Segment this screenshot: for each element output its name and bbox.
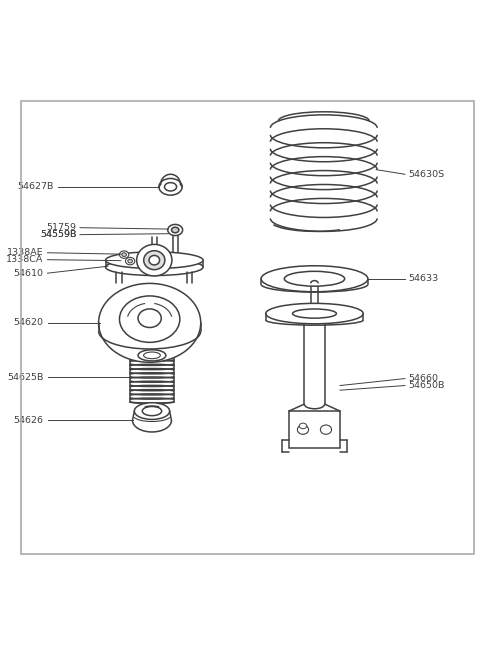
Text: 54633: 54633 [409, 274, 439, 283]
Ellipse shape [299, 423, 307, 429]
Text: 54627B: 54627B [18, 182, 54, 191]
Text: 54650B: 54650B [409, 381, 445, 390]
Text: 54625B: 54625B [7, 373, 44, 382]
Text: 1338AE: 1338AE [7, 248, 44, 257]
Ellipse shape [261, 266, 368, 291]
Ellipse shape [106, 252, 203, 269]
Ellipse shape [137, 244, 172, 276]
Ellipse shape [168, 225, 182, 236]
Ellipse shape [171, 227, 179, 233]
Ellipse shape [144, 251, 165, 270]
Ellipse shape [298, 425, 309, 434]
Ellipse shape [159, 178, 182, 195]
Ellipse shape [106, 259, 203, 276]
Ellipse shape [120, 296, 180, 343]
Ellipse shape [128, 259, 132, 263]
Text: 51759: 51759 [46, 223, 76, 232]
Ellipse shape [144, 352, 160, 359]
Ellipse shape [266, 303, 363, 324]
Ellipse shape [98, 284, 201, 362]
Ellipse shape [165, 183, 177, 191]
Ellipse shape [292, 309, 336, 318]
Ellipse shape [138, 350, 166, 361]
Bar [289, 411, 340, 448]
Text: 54559B: 54559B [40, 230, 76, 239]
Ellipse shape [134, 403, 169, 419]
Ellipse shape [125, 257, 135, 265]
Ellipse shape [284, 271, 345, 286]
Text: 54626: 54626 [14, 416, 44, 425]
Ellipse shape [120, 251, 129, 258]
Ellipse shape [142, 407, 162, 416]
Text: 54630S: 54630S [409, 170, 445, 179]
Ellipse shape [149, 255, 159, 265]
Text: 54620: 54620 [14, 318, 44, 328]
Ellipse shape [122, 253, 126, 257]
Text: 54660: 54660 [409, 374, 439, 383]
Text: 54610: 54610 [14, 269, 44, 278]
Ellipse shape [138, 309, 161, 328]
Text: 1338CA: 1338CA [6, 255, 44, 264]
Ellipse shape [320, 425, 332, 434]
Text: 54559B: 54559B [40, 230, 76, 239]
